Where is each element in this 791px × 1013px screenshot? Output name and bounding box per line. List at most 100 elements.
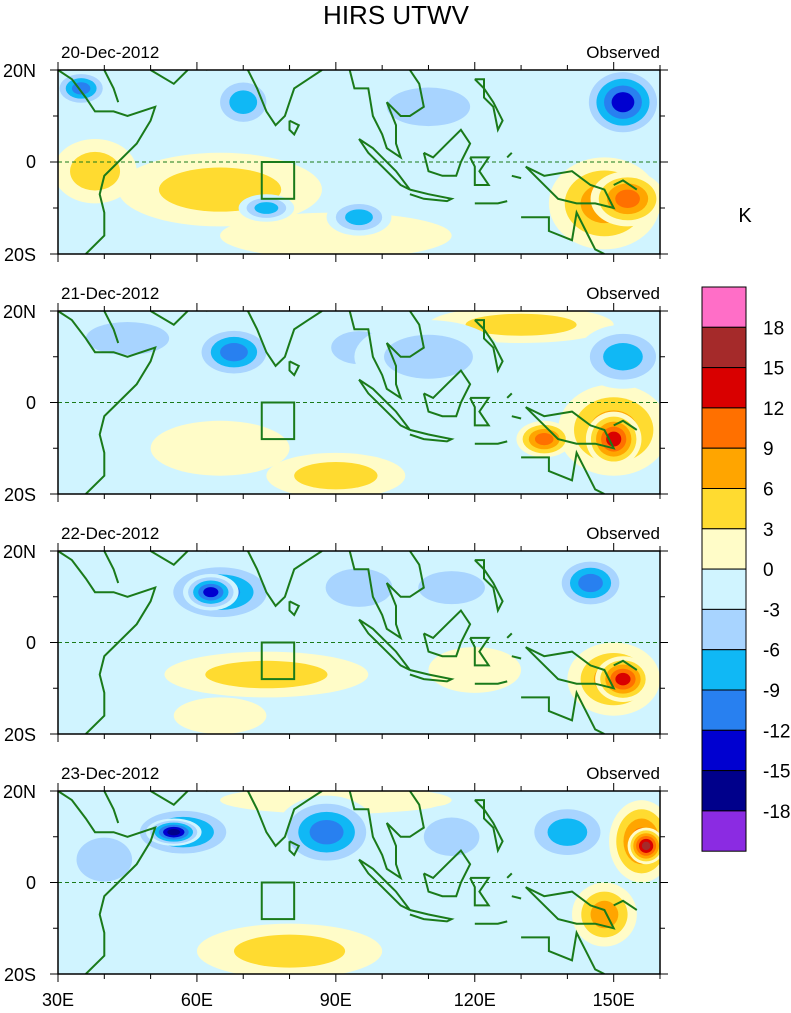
- y-tick-label: 20S: [4, 965, 36, 985]
- anomaly-contour: [150, 420, 290, 476]
- coastline: [409, 188, 455, 203]
- panel-1: 20-Dec-2012 Observed 20N 0 20S: [3, 43, 661, 265]
- colorbar-swatch: [701, 407, 747, 449]
- colorbar-swatch: [701, 286, 747, 328]
- x-axis: 30E 60E 90E 120E 150E: [42, 990, 635, 1010]
- y-tick-label: 20S: [4, 725, 36, 745]
- coastline: [511, 655, 522, 660]
- region-box: [260, 401, 296, 441]
- figure-title: HIRS UTWV: [323, 0, 470, 30]
- panel-2: 21-Dec-2012 Observed 20N 0 20S: [3, 284, 661, 505]
- coastline: [58, 791, 157, 974]
- panel-label: Observed: [586, 524, 660, 543]
- colorbar-tick-label: 18: [763, 318, 784, 339]
- panel-date: 22-Dec-2012: [61, 524, 159, 543]
- y-tick-label: 20N: [3, 782, 36, 802]
- colorbar-tick-label: -6: [763, 641, 780, 662]
- panel-4: 23-Dec-2012 Observed 20N 0 20S: [3, 764, 661, 985]
- colorbar-swatches: [701, 286, 747, 852]
- coastline: [103, 551, 120, 584]
- field-layer: [58, 311, 660, 494]
- coastline: [474, 200, 508, 205]
- anomaly-contour: [203, 587, 219, 598]
- coastline: [409, 428, 455, 443]
- panel-ticks: [50, 543, 668, 742]
- colorbar-swatch: [701, 608, 747, 651]
- coastline-layer: [58, 70, 638, 254]
- anomaly-contour: [173, 697, 267, 734]
- coastline: [348, 791, 425, 881]
- coastline: [358, 378, 411, 431]
- coastline: [288, 119, 301, 137]
- y-tick-label: 0: [26, 873, 36, 893]
- coastline: [506, 392, 513, 399]
- anomaly-contour: [423, 817, 480, 856]
- coastline: [511, 415, 522, 420]
- panel-label: Observed: [586, 284, 660, 303]
- coastline: [58, 70, 157, 254]
- panel-date: 20-Dec-2012: [61, 43, 159, 62]
- anomaly-contour: [615, 672, 631, 686]
- anomaly-contour: [229, 90, 258, 115]
- anomaly-contour: [58, 555, 151, 620]
- coastline: [506, 632, 513, 639]
- coastline: [409, 669, 455, 683]
- anomaly-contour: [547, 818, 588, 846]
- panel-label: Observed: [586, 43, 660, 62]
- coastline: [474, 440, 508, 445]
- coastline: [358, 138, 411, 191]
- colorbar-tick-label: 3: [763, 520, 774, 541]
- anomaly-contour: [85, 321, 170, 355]
- coastline: [58, 311, 157, 494]
- y-tick-label: 20S: [4, 485, 36, 505]
- colorbar-labels: 18 15 12 9 6 3 0 -3 -6 -9 -12 -15 -18: [763, 318, 790, 823]
- colorbar-swatch: [701, 649, 747, 691]
- colorbar-swatch: [701, 810, 747, 852]
- coastline: [288, 360, 301, 377]
- colorbar-swatch: [701, 326, 747, 369]
- panel-3: 22-Dec-2012 Observed 20N 0 20S: [3, 524, 661, 745]
- coastline: [422, 368, 472, 418]
- colorbar-swatch: [701, 528, 747, 570]
- colorbar-tick-label: 9: [763, 439, 774, 460]
- coastline: [511, 174, 522, 180]
- y-tick-label: 20N: [3, 302, 36, 322]
- colorbar-tick-label: 15: [763, 359, 784, 380]
- anomaly-contour: [603, 343, 643, 371]
- coastline: [613, 659, 638, 671]
- anomaly-contour: [611, 92, 635, 113]
- coastline: [506, 872, 513, 879]
- anomaly-contour: [641, 841, 651, 851]
- colorbar-tick-label: 6: [763, 480, 774, 501]
- anomaly-contour: [220, 343, 248, 362]
- anomaly-contour: [325, 568, 393, 607]
- coastline: [474, 680, 508, 685]
- coastline: [150, 70, 189, 86]
- colorbar-unit-label: K: [738, 205, 752, 227]
- coastline: [358, 858, 411, 911]
- anomaly-contour: [465, 313, 577, 336]
- coastline: [613, 899, 638, 911]
- colorbar-swatch: [701, 367, 747, 409]
- anomaly-contour: [309, 819, 344, 845]
- anomaly-contour: [615, 189, 640, 208]
- anomaly-contour: [294, 461, 378, 490]
- coastline: [150, 791, 189, 806]
- colorbar-tick-label: -3: [763, 600, 780, 621]
- colorbar-swatch: [701, 488, 747, 530]
- coastline: [288, 840, 301, 857]
- coastline: [150, 551, 189, 566]
- coastline: [524, 646, 616, 690]
- coastline: [524, 406, 616, 450]
- coastline: [613, 179, 638, 191]
- region-box: [260, 641, 296, 681]
- colorbar-tick-label: -18: [763, 802, 790, 823]
- coastline: [288, 600, 301, 617]
- panel-label: Observed: [586, 764, 660, 783]
- x-tick-label: 60E: [181, 990, 213, 1010]
- panel-date: 21-Dec-2012: [61, 284, 159, 303]
- y-tick-label: 20S: [4, 245, 36, 265]
- y-tick-label: 0: [26, 633, 36, 653]
- panel-date: 23-Dec-2012: [61, 764, 159, 783]
- anomaly-contour: [76, 837, 133, 882]
